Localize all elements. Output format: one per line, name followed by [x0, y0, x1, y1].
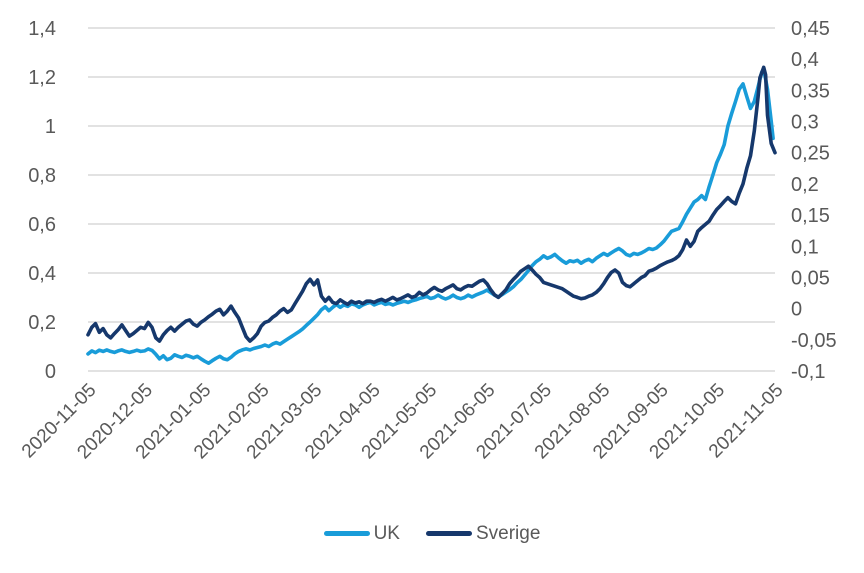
- line-chart-svg: 1,4 1,2 1 0,8 0,6 0,4 0,2 0 0,45 0,4 0,35 0,3 0,25 0,…: [18, 18, 837, 463]
- left-axis-tick-label: 0,4: [28, 263, 56, 285]
- legend-item-uk: UK: [323, 523, 400, 544]
- right-axis-tick-label: 0,4: [791, 49, 819, 71]
- right-axis-tick-label: 0,2: [791, 174, 819, 196]
- left-axis-tick-label: 0,6: [28, 214, 56, 236]
- left-axis-tick-label: 1: [45, 116, 56, 138]
- right-axis-tick-label: 0: [791, 299, 802, 321]
- uk-legend-label: UK: [373, 523, 400, 544]
- right-axis-tick-label: 0,3: [791, 112, 819, 134]
- uk-line-series: [86, 67, 775, 366]
- left-axis-tick-label: 1,2: [28, 67, 56, 89]
- right-axis-tick-label: 0,25: [791, 143, 830, 165]
- left-axis-tick-label: 0: [45, 361, 56, 383]
- sverige-legend-swatch: [425, 531, 472, 536]
- right-axis-tick-label: 0,15: [791, 205, 830, 227]
- left-axis-tick-label: 0,2: [28, 312, 56, 334]
- chart-legend: UK Sverige: [0, 524, 864, 543]
- left-axis-tick-label: 0,8: [28, 165, 56, 187]
- uk-legend-swatch: [323, 531, 370, 536]
- sverige-line-series: [86, 65, 777, 343]
- sverige-legend-label: Sverige: [475, 523, 541, 544]
- right-axis-tick-label: -0,05: [791, 330, 837, 352]
- right-axis-tick-label: -0,1: [791, 361, 825, 383]
- right-axis-tick-label: 0,35: [791, 80, 830, 102]
- right-axis-tick-label: 0,05: [791, 267, 830, 289]
- legend-item-sverige: Sverige: [425, 523, 541, 544]
- right-axis-tick-label: 0,1: [791, 236, 819, 258]
- left-axis-tick-label: 1,4: [28, 18, 56, 40]
- right-axis-tick-label: 0,45: [791, 18, 830, 40]
